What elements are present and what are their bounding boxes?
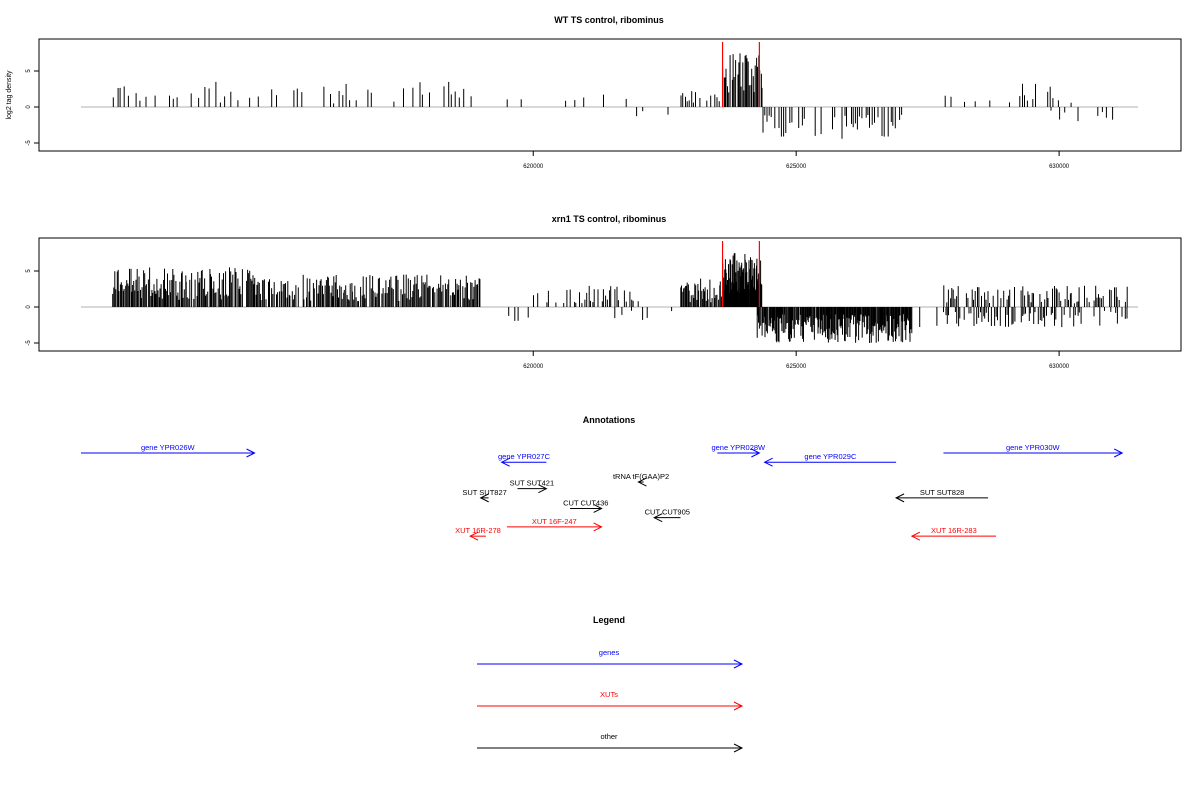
- y-tick-label: -5: [26, 340, 32, 346]
- wt-y-axis-label: log2 tag density: [6, 70, 13, 120]
- x-tick-label: 625000: [786, 364, 807, 370]
- arrow-head: [593, 503, 603, 513]
- legend-label: XUTs: [600, 690, 618, 699]
- feature-arrow: [894, 493, 989, 503]
- wt-panel-title: WT TS control, ribominus: [554, 15, 664, 25]
- arrow-head: [538, 484, 548, 494]
- feature-label: gene YPR027C: [498, 452, 551, 461]
- feature-label: XUT 16R-278: [455, 526, 501, 535]
- arrow-head: [500, 457, 510, 467]
- arrow-head: [910, 531, 921, 541]
- arrow-head: [733, 743, 744, 753]
- arrow-head: [653, 513, 663, 523]
- y-tick-label: 0: [26, 105, 32, 109]
- feature-arrow: [517, 484, 548, 494]
- annotation-features: gene YPR026W gene YPR027C gene YPR028W gene…: [81, 443, 1124, 541]
- arrow-head: [246, 448, 256, 458]
- feature-arrow: [637, 477, 647, 487]
- feature-label: SUT SUT828: [920, 488, 964, 497]
- feature-arrow: [570, 503, 603, 513]
- xrn1-panel-title: xrn1 TS control, ribominus: [552, 214, 667, 224]
- y-tick-label: 5: [26, 69, 32, 73]
- arrow-head: [593, 522, 603, 532]
- arrow-head: [894, 493, 905, 503]
- y-tick-label: 5: [26, 269, 32, 273]
- legend-arrow: [477, 701, 744, 711]
- x-tick-label: 620000: [523, 164, 544, 170]
- arrow-head: [637, 477, 647, 487]
- wt-bars: [112, 53, 1114, 139]
- feature-label: SUT SUT421: [510, 479, 554, 488]
- x-tick-label: 620000: [523, 364, 544, 370]
- legend: Legend genes XUTs other: [477, 615, 744, 753]
- x-tick-label: 630000: [1049, 364, 1070, 370]
- feature-label: tRNA tF(GAA)P2: [613, 472, 669, 481]
- xrn1-coverage-panel: xrn1 TS control, ribominus -505 620000 62…: [26, 214, 1182, 370]
- wt-plot-frame: [38, 38, 1182, 152]
- y-tick-label: -5: [26, 140, 32, 146]
- legend-entries: genes XUTs other: [477, 648, 744, 753]
- feature-label: gene YPR026W: [141, 443, 196, 452]
- feature-label: CUT CUT905: [645, 508, 690, 517]
- y-tick-label: 0: [26, 305, 32, 309]
- xrn1-y-axis: -5 0 5: [26, 269, 40, 346]
- feature-label: CUT CUT436: [563, 498, 608, 507]
- arrow-head: [733, 659, 744, 669]
- arrow-head: [763, 457, 773, 467]
- feature-label: gene YPR030W: [1006, 443, 1061, 452]
- feature-label: SUT SUT827: [462, 488, 506, 497]
- legend-label: genes: [599, 648, 620, 657]
- arrow-head: [469, 531, 479, 541]
- feature-arrow: [717, 448, 761, 458]
- feature-label: gene YPR028W: [711, 443, 766, 452]
- legend-label: other: [600, 732, 618, 741]
- feature-arrow: [943, 448, 1124, 458]
- arrow-head: [751, 448, 761, 458]
- annotations-title: Annotations: [583, 415, 636, 425]
- feature-arrow: [469, 531, 486, 541]
- feature-arrow: [506, 522, 603, 532]
- feature-arrow: [479, 493, 489, 503]
- legend-arrow: [477, 743, 744, 753]
- wt-y-axis: -5 0 5: [26, 69, 40, 146]
- feature-arrow: [500, 457, 547, 467]
- arrow-head: [733, 701, 744, 711]
- feature-label: XUT 16F-247: [532, 517, 577, 526]
- legend-title: Legend: [593, 615, 625, 625]
- arrow-head: [1114, 448, 1124, 458]
- feature-label: XUT 16R-283: [931, 526, 977, 535]
- wt-coverage-panel: WT TS control, ribominus -5 0 5 log2 tag d…: [6, 15, 1182, 170]
- wt-x-axis: 620000 625000 630000: [523, 150, 1070, 170]
- feature-arrow: [763, 457, 897, 467]
- xrn1-bars: [112, 253, 1128, 343]
- feature-arrow: [910, 531, 997, 541]
- xrn1-markers: [721, 241, 760, 307]
- feature-arrow: [653, 513, 681, 523]
- arrow-head: [479, 493, 489, 503]
- legend-arrow: [477, 659, 744, 669]
- feature-arrow: [81, 448, 256, 458]
- x-tick-label: 625000: [786, 164, 807, 170]
- x-tick-label: 630000: [1049, 164, 1070, 170]
- feature-label: gene YPR029C: [804, 452, 857, 461]
- xrn1-x-axis: 620000 625000 630000: [523, 350, 1070, 370]
- wt-markers: [721, 42, 760, 107]
